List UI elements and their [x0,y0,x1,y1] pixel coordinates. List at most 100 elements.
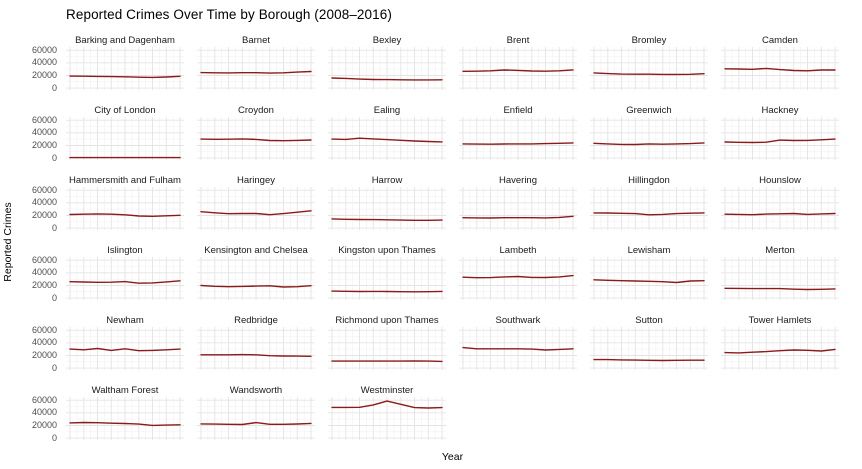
facet-strip: Waltham Forest [66,381,184,397]
facet-plot [721,47,839,90]
facet-panel: Richmond upon Thames [328,311,446,370]
crime-trend-line [593,72,705,76]
y-tick-label: 0 [51,362,57,373]
facet-plot [328,117,446,160]
facet-panel: Barnet [197,31,315,90]
facet-strip-label: Richmond upon Thames [335,315,439,326]
chart-title: Reported Crimes Over Time by Borough (20… [66,7,392,22]
facet-plot [328,187,446,230]
facet-panel: Bromley [590,31,708,90]
facet-strip-label: Tower Hamlets [748,315,812,326]
y-tick-label: 0 [51,222,57,233]
facet-panel: Croydon [197,101,315,160]
y-axis-ticks: 60000 40000 20000 0 [0,381,60,442]
facet-panel: Newham [66,311,184,370]
y-tick-label: 40000 [31,197,57,208]
facet-panel: Southwark [459,311,577,370]
crime-trend-line [69,347,181,352]
facet-plot [459,327,577,370]
facet-strip-label: Hammersmith and Fulham [69,175,181,186]
crime-trend-line [462,215,574,219]
facet-strip: Bromley [590,31,708,47]
facet-strip-label: Camden [762,35,798,46]
facet-panel: Westminster [328,381,446,440]
facet-strip: Westminster [328,381,446,397]
facet-strip-label: Sutton [635,315,663,326]
facet-strip: Kensington and Chelsea [197,241,315,257]
facet-strip: Hammersmith and Fulham [66,171,184,187]
facet-panel: Hounslow [721,171,839,230]
crime-trend-line [724,287,836,291]
y-tick-label: 40000 [31,337,57,348]
crime-trend-line [331,290,443,293]
facet-strip-label: Bromley [631,35,667,46]
crime-trend-line [69,280,181,284]
crime-trend-line [69,213,181,217]
facet-plot [590,257,708,300]
facet-plot [66,117,184,160]
facet-strip-label: Harrow [371,175,403,186]
crime-trend-line [462,69,574,72]
facet-plot [197,397,315,440]
y-tick-label: 20000 [31,350,57,360]
crime-trend-line [200,284,312,288]
facet-plot [328,47,446,90]
facet-strip: Southwark [459,311,577,327]
crime-trend-line [462,142,574,145]
crime-trend-line [331,137,443,143]
facet-plot [459,47,577,90]
facet-strip: Tower Hamlets [721,311,839,327]
crime-trend-line [200,421,312,426]
y-tick-label: 20000 [31,140,57,150]
facet-strip-label: Croydon [238,105,274,116]
crime-trend-line [331,360,443,363]
facet-panel: Bexley [328,31,446,90]
facet-strip: Islington [66,241,184,257]
facet-panel: Greenwich [590,101,708,160]
facet-plot [328,397,446,440]
facet-panel: Redbridge [197,311,315,370]
facet-panel: Brent [459,31,577,90]
facet-panel: Hillingdon [590,171,708,230]
crime-trend-line [462,346,574,351]
facet-plot [590,47,708,90]
facet-strip-label: Greenwich [626,105,672,116]
crime-trend-line [724,138,836,144]
facet-strip-label: Enfield [503,105,533,116]
facet-panel: Ealing [328,101,446,160]
facet-strip-label: Newham [106,315,144,326]
facet-panel: City of London [66,101,184,160]
facet-panel: Haringey [197,171,315,230]
facet-strip: Hackney [721,101,839,117]
facet-strip-label: Lewisham [627,245,671,256]
facet-strip-label: Islington [107,245,143,256]
facet-plot [459,117,577,160]
facet-plot [197,117,315,160]
facet-plot [66,397,184,440]
facet-strip: Enfield [459,101,577,117]
facet-strip-label: Bexley [372,35,402,46]
facet-panel: Lewisham [590,241,708,300]
facet-strip: Lewisham [590,241,708,257]
y-tick-label: 40000 [31,267,57,278]
facet-strip-label: Lambeth [499,245,537,256]
facet-strip: Wandsworth [197,381,315,397]
facet-panel: Enfield [459,101,577,160]
facet-strip-label: Kingston upon Thames [338,245,436,256]
facet-row: 60000 40000 20000 0 City of London Croydon Eal… [0,101,862,162]
y-tick-label: 60000 [31,254,57,265]
facet-strip-label: Westminster [360,385,414,396]
facet-strip: Croydon [197,101,315,117]
y-tick-label: 20000 [31,210,57,220]
facet-strip: Harrow [328,171,446,187]
facet-panel: Kingston upon Thames [328,241,446,300]
facet-strip-label: Merton [765,245,795,256]
facet-panel: Lambeth [459,241,577,300]
y-axis-ticks: 60000 40000 20000 0 [0,171,60,233]
facet-grid: 60000 40000 20000 0 Barking and Dagenham Barn… [0,31,862,442]
crime-trend-line [200,210,312,216]
y-tick-label: 60000 [31,324,57,335]
facet-strip: Newham [66,311,184,327]
facet-strip-label: Hackney [761,105,799,116]
facet-strip: Greenwich [590,101,708,117]
